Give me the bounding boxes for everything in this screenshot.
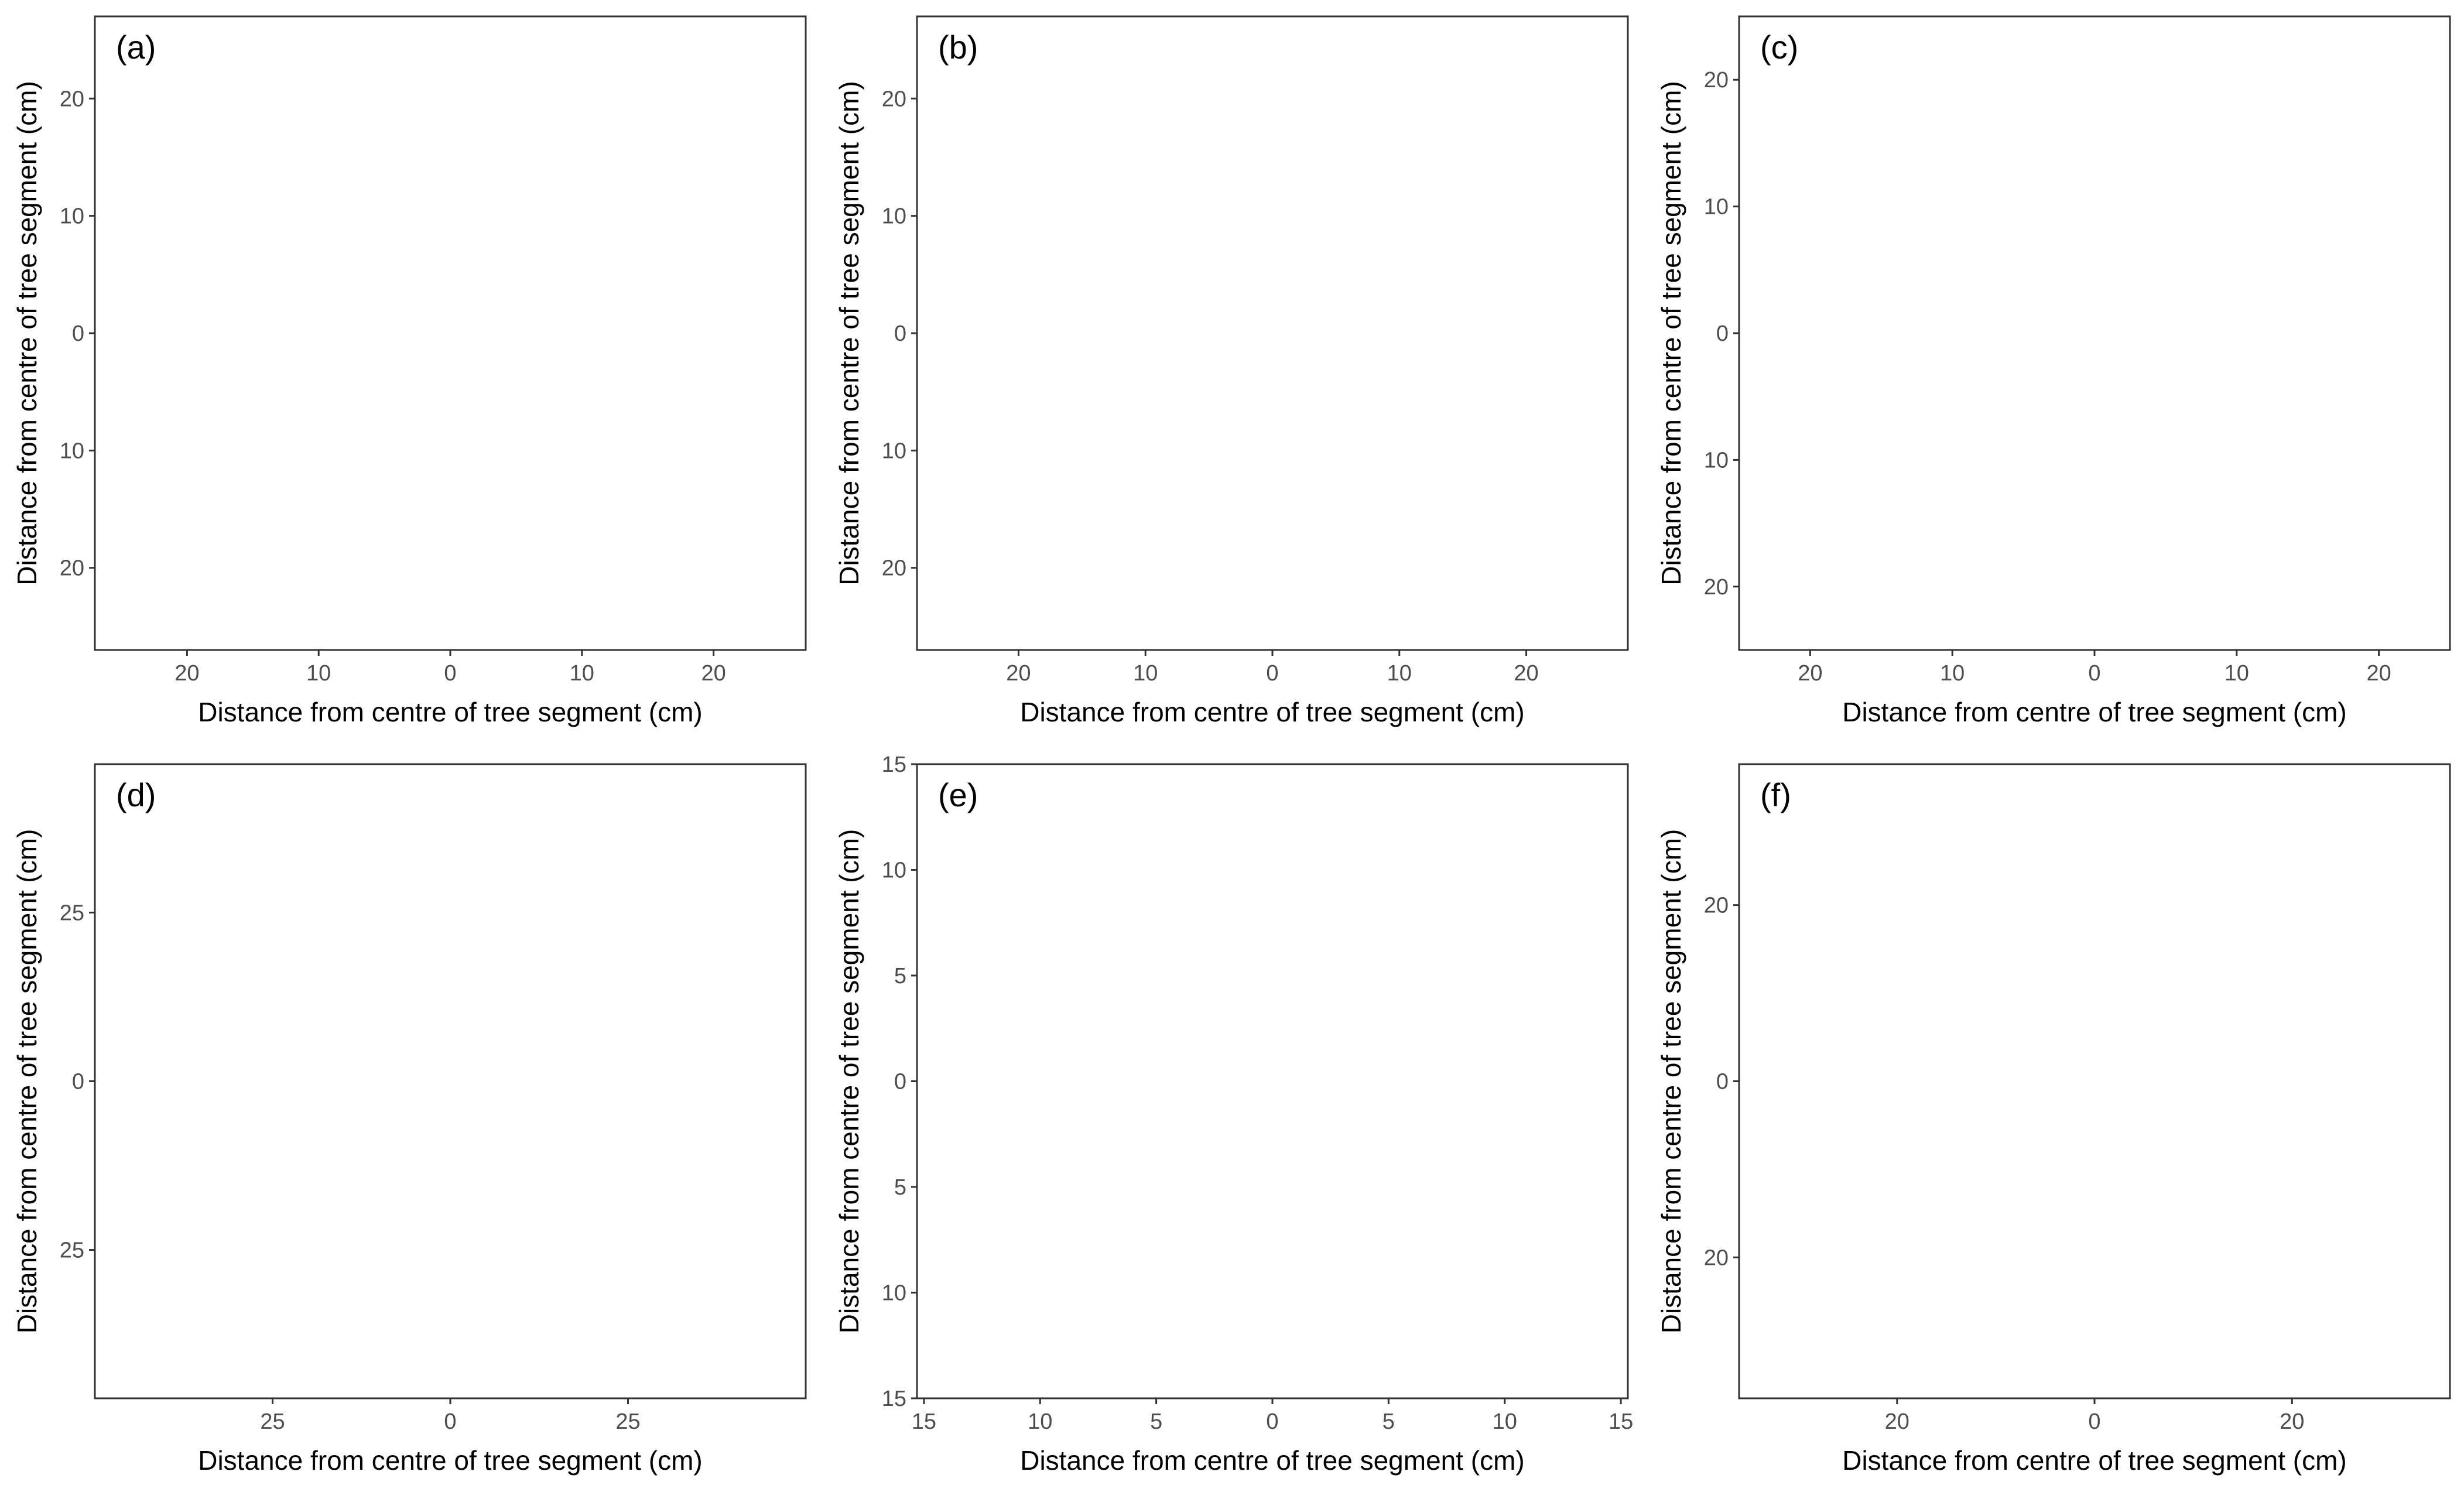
y-tick-label: 0 [894, 321, 906, 346]
x-tick-label: 10 [306, 661, 331, 686]
panel-border [916, 15, 1629, 651]
x-axis-title: Distance from centre of tree segment (cm… [1020, 1445, 1525, 1476]
x-tick-label: 20 [1514, 661, 1538, 686]
y-tick-label: 20 [882, 87, 906, 111]
x-tick-label: 10 [570, 661, 594, 686]
y-tick-label: 20 [60, 87, 84, 111]
x-tick-label: 0 [444, 1409, 456, 1434]
y-axis-title: Distance from centre of tree segment (cm… [834, 81, 864, 586]
x-tick-label: 20 [2366, 661, 2391, 686]
x-tick-label: 20 [2280, 1409, 2304, 1434]
y-tick-label: 20 [882, 556, 906, 581]
y-tick-label: 10 [1704, 195, 1729, 220]
x-tick-label: 20 [701, 661, 725, 686]
panel-a: 20 10 0 10 20 20 10 0 10 20 (a) Distance from centr… [12, 15, 807, 727]
y-tick-label: 10 [60, 204, 84, 229]
panel-f: 20 0 20 20 0 20 (f) Distance from centre of tre… [1656, 763, 2451, 1476]
y-tick-label: 10 [60, 439, 84, 463]
x-axis-title: Distance from centre of tree segment (cm… [198, 697, 703, 727]
panel-border [1738, 15, 2451, 651]
x-tick-label: 0 [2088, 1409, 2100, 1434]
x-tick-label: 15 [912, 1409, 936, 1434]
y-tick-label: 20 [60, 556, 84, 581]
x-tick-label: 10 [1493, 1409, 1517, 1434]
x-axis-title: Distance from centre of tree segment (cm… [1842, 1445, 2347, 1476]
x-tick-label: 0 [1266, 661, 1278, 686]
x-tick-label: 10 [1387, 661, 1412, 686]
y-tick-label: 25 [60, 1238, 84, 1263]
x-tick-label: 20 [174, 661, 199, 686]
y-tick-label: 10 [882, 204, 906, 229]
panel-tag: (d) [116, 776, 156, 813]
x-tick-label: 5 [1382, 1409, 1395, 1434]
y-tick-label: 15 [882, 1387, 906, 1411]
y-axis-title: Distance from centre of tree segment (cm… [12, 81, 42, 586]
y-tick-label: 10 [882, 1281, 906, 1306]
x-tick-label: 10 [1133, 661, 1158, 686]
x-tick-label: 10 [1940, 661, 1965, 686]
y-tick-label: 0 [72, 1070, 84, 1094]
y-tick-label: 0 [1716, 1070, 1729, 1094]
x-tick-label: 0 [1266, 1409, 1278, 1434]
x-tick-label: 20 [1798, 661, 1822, 686]
x-axis-title: Distance from centre of tree segment (cm… [1020, 697, 1525, 727]
y-tick-label: 20 [1704, 1245, 1729, 1270]
y-tick-label: 10 [1704, 448, 1729, 473]
y-tick-label: 5 [894, 1175, 906, 1200]
panel-tag: (a) [116, 29, 156, 66]
x-tick-label: 25 [260, 1409, 285, 1434]
y-tick-label: 20 [1704, 575, 1729, 600]
x-tick-label: 20 [1006, 661, 1031, 686]
panel-border [916, 763, 1629, 1399]
y-axis-title: Distance from centre of tree segment (cm… [834, 829, 864, 1334]
panel-border [1738, 763, 2451, 1399]
panel-d: 25 0 25 25 0 25 (d) Distance from centre of tre… [12, 763, 807, 1476]
y-tick-label: 5 [894, 964, 906, 988]
y-axis-title: Distance from centre of tree segment (cm… [1656, 81, 1686, 586]
panel-tag: (c) [1760, 29, 1798, 66]
y-tick-label: 10 [882, 858, 906, 883]
panel-border [94, 763, 807, 1399]
y-tick-label: 10 [882, 439, 906, 463]
y-tick-label: 25 [60, 901, 84, 925]
panel-tag: (b) [938, 29, 978, 66]
panel-tag: (f) [1760, 776, 1791, 813]
y-tick-label: 0 [1716, 321, 1729, 346]
panel-border [94, 15, 807, 651]
y-tick-label: 15 [882, 752, 906, 777]
x-tick-label: 15 [1609, 1409, 1633, 1434]
panel-tag: (e) [938, 776, 978, 813]
x-tick-label: 5 [1150, 1409, 1162, 1434]
x-tick-label: 0 [2088, 661, 2100, 686]
x-tick-label: 25 [615, 1409, 640, 1434]
y-tick-label: 20 [1704, 68, 1729, 93]
y-tick-label: 20 [1704, 894, 1729, 918]
y-axis-title: Distance from centre of tree segment (cm… [1656, 829, 1686, 1334]
x-tick-label: 10 [2225, 661, 2249, 686]
x-tick-label: 10 [1028, 1409, 1052, 1434]
y-axis-title: Distance from centre of tree segment (cm… [12, 829, 42, 1334]
panel-c: 20 10 0 10 20 20 10 0 10 20 (c) Distance from centr… [1656, 15, 2451, 727]
y-tick-label: 0 [72, 321, 84, 346]
x-tick-label: 0 [444, 661, 456, 686]
panel-b: 20 10 0 10 20 20 10 0 10 20 (b) Distance from centr… [834, 15, 1629, 727]
x-tick-label: 20 [1885, 1409, 1909, 1434]
x-axis-title: Distance from centre of tree segment (cm… [1842, 697, 2347, 727]
x-axis-title: Distance from centre of tree segment (cm… [198, 1445, 703, 1476]
y-tick-label: 0 [894, 1070, 906, 1094]
